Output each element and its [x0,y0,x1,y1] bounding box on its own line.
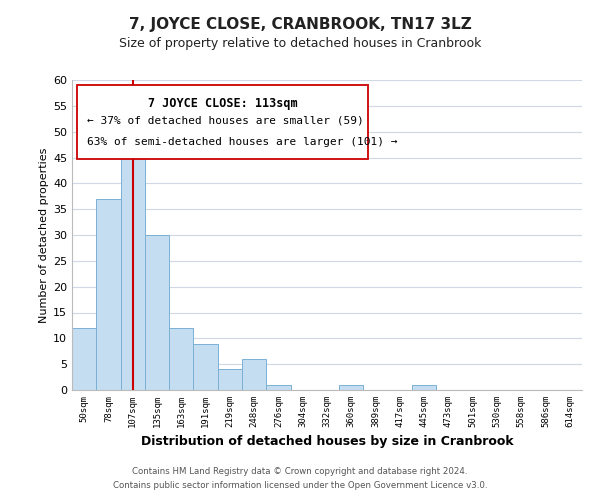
Text: ← 37% of detached houses are smaller (59): ← 37% of detached houses are smaller (59… [88,116,364,126]
FancyBboxPatch shape [77,84,368,159]
Bar [121,147,145,390]
Bar [218,370,242,390]
Bar [72,328,96,390]
Bar [96,199,121,390]
Bar [266,385,290,390]
Text: 63% of semi-detached houses are larger (101) →: 63% of semi-detached houses are larger (… [88,138,398,147]
Text: 7, JOYCE CLOSE, CRANBROOK, TN17 3LZ: 7, JOYCE CLOSE, CRANBROOK, TN17 3LZ [128,18,472,32]
X-axis label: Distribution of detached houses by size in Cranbrook: Distribution of detached houses by size … [140,436,514,448]
Text: 7 JOYCE CLOSE: 113sqm: 7 JOYCE CLOSE: 113sqm [148,97,297,110]
Text: Contains public sector information licensed under the Open Government Licence v3: Contains public sector information licen… [113,481,487,490]
Bar [169,328,193,390]
Text: Contains HM Land Registry data © Crown copyright and database right 2024.: Contains HM Land Registry data © Crown c… [132,467,468,476]
Bar [145,235,169,390]
Text: Size of property relative to detached houses in Cranbrook: Size of property relative to detached ho… [119,38,481,51]
Bar [193,344,218,390]
Y-axis label: Number of detached properties: Number of detached properties [39,148,49,322]
Bar [339,385,364,390]
Bar [412,385,436,390]
Bar [242,359,266,390]
